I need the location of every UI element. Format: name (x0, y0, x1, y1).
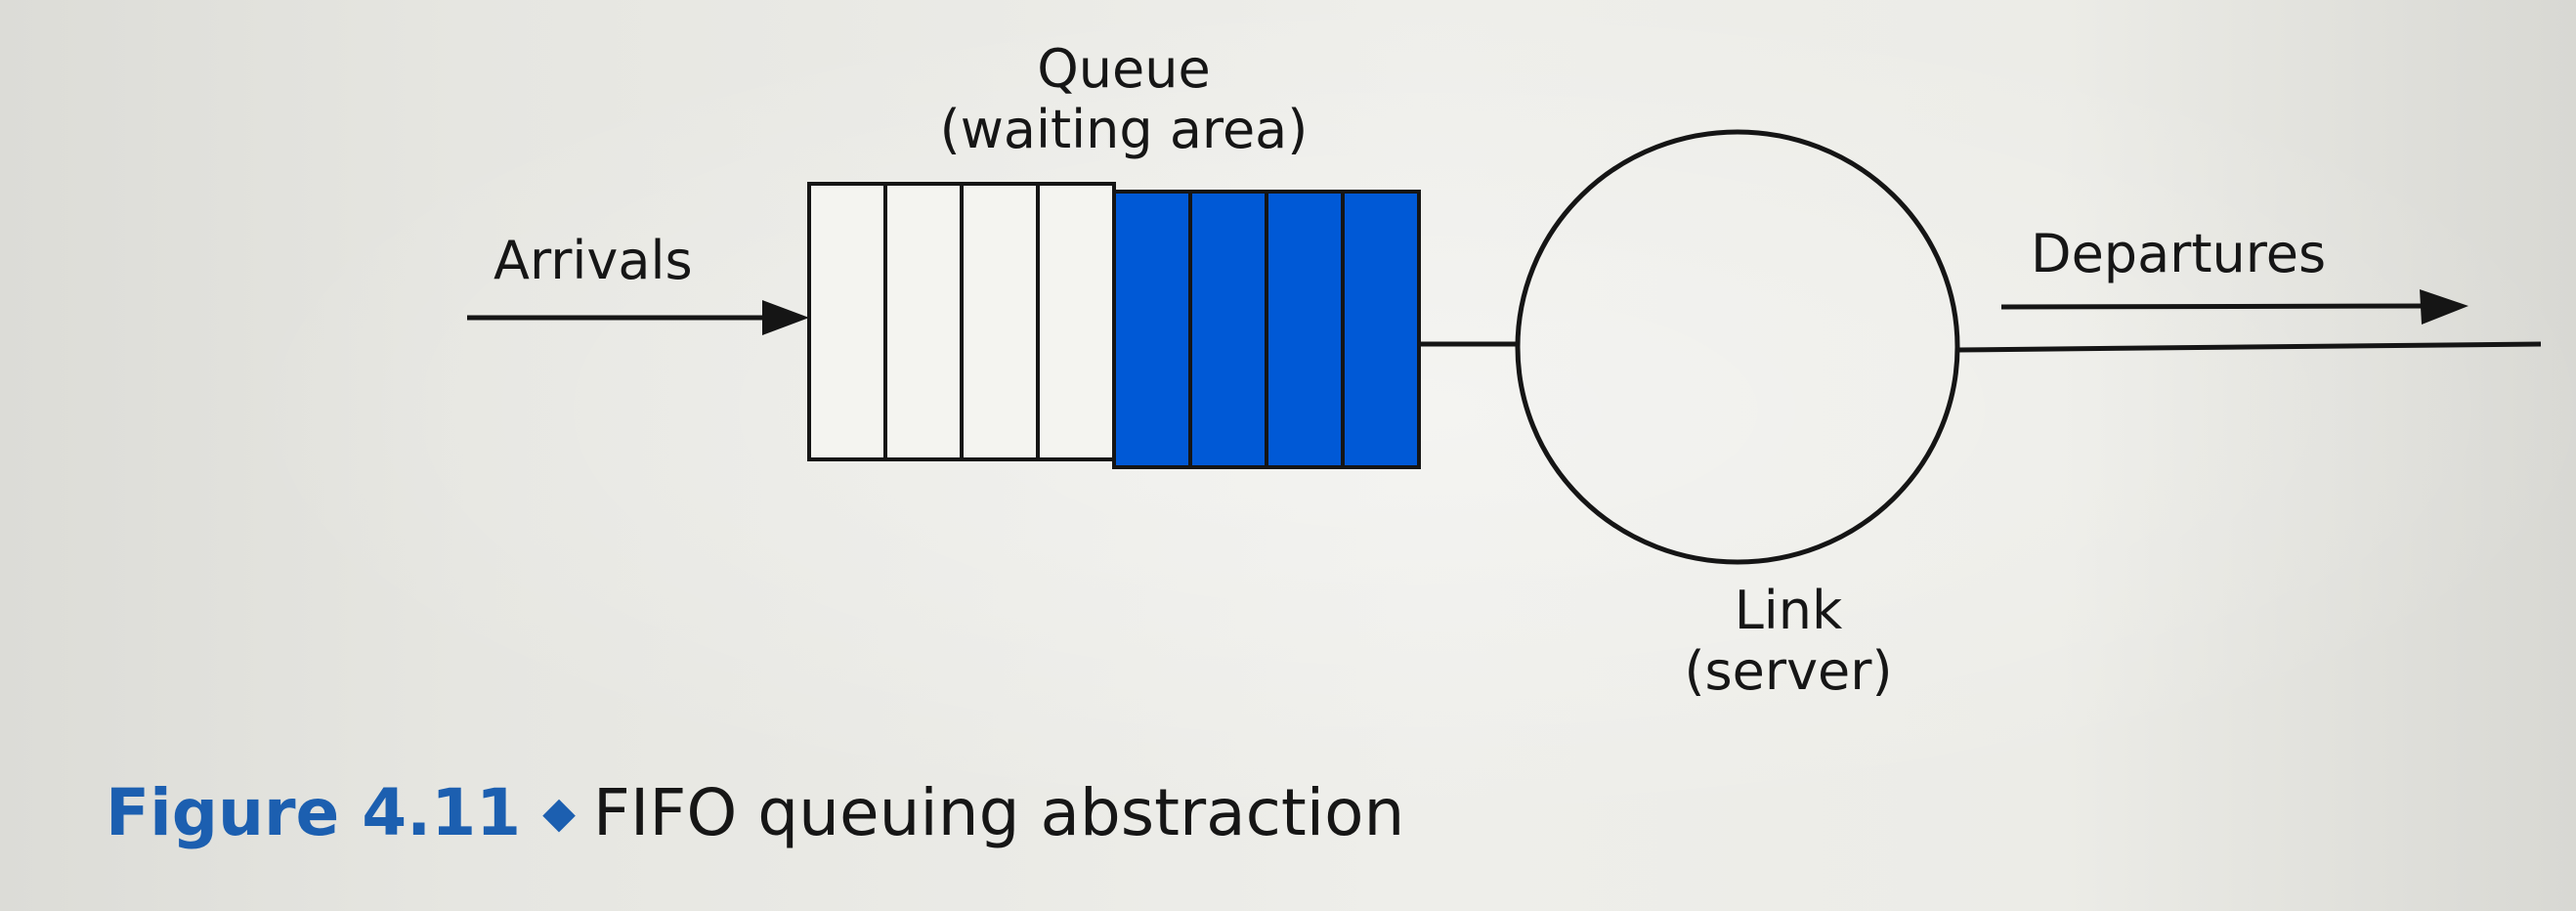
departures-label: Departures (2031, 223, 2327, 284)
departures-arrow (1956, 289, 2542, 353)
queue-label: Queue (waiting area) (811, 38, 1437, 161)
diamond-bullet-icon: ◆ (542, 788, 576, 838)
arrivals-arrow (467, 300, 809, 335)
queue-box (807, 182, 1421, 469)
queue-slot-filled (1112, 190, 1192, 469)
queue-label-subtitle: (waiting area) (939, 99, 1309, 161)
figure-caption: Figure 4.11 ◆ FIFO queuing abstraction (106, 775, 1404, 850)
queue-slot-filled (1188, 190, 1268, 469)
figure-number: Figure 4.11 (106, 775, 522, 850)
queue-slot-empty (960, 182, 1040, 461)
link-label-subtitle: (server) (1684, 640, 1893, 703)
queue-slot-filled (1265, 190, 1345, 469)
queue-slot-empty (807, 182, 887, 461)
figure-caption-text: FIFO queuing abstraction (592, 775, 1405, 850)
link-label-title: Link (1734, 580, 1843, 641)
queue-slot-empty (1036, 182, 1116, 461)
link-server-circle (1515, 129, 1960, 565)
link-label: Link (server) (1564, 580, 2013, 703)
queue-slot-empty (883, 182, 964, 461)
queue-slot-filled (1341, 190, 1421, 469)
queue-label-title: Queue (1037, 38, 1211, 100)
arrivals-label: Arrivals (494, 230, 693, 291)
